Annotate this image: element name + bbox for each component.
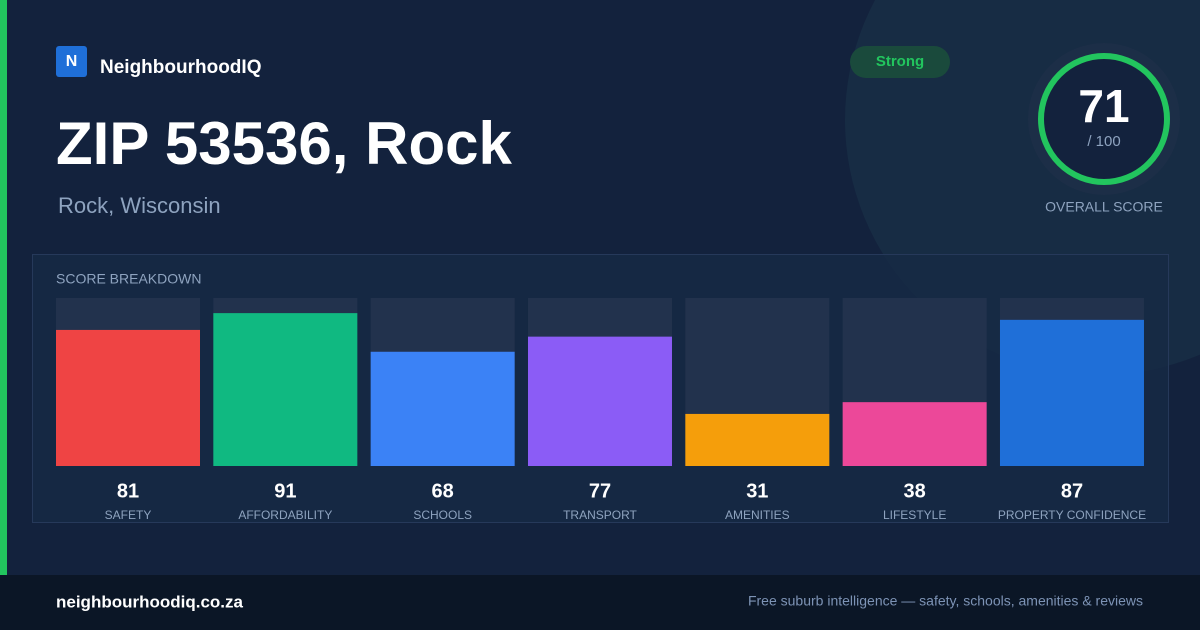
brand-name: NeighbourhoodIQ [100,57,261,78]
footer [0,575,1200,630]
category-label: LIFESTYLE [883,508,946,522]
bars: 81 SAFETY 91 AFFORDABILITY 68 SCHOOLS 77 TRANSP… [56,298,1146,522]
bar [842,402,987,466]
title: ZIP 53536, Rock [56,110,512,177]
logo-letter: N [66,53,78,70]
value-label: 77 [589,480,611,502]
value-label: 31 [746,480,768,502]
category-label: AMENITIES [725,508,790,522]
score-ring [1038,53,1170,185]
bar [999,319,1144,466]
category-label: PROPERTY CONFIDENCE [998,508,1146,522]
bar [213,313,358,466]
value-label: 87 [1061,480,1083,502]
bar [56,329,200,466]
accent-stripe [0,0,7,575]
category-label: SAFETY [105,508,152,522]
category-label: TRANSPORT [563,508,637,522]
value-label: 68 [432,480,454,502]
chart-title: SCORE BREAKDOWN [56,271,201,287]
score-value: 71 [1078,80,1129,132]
badge-text: Strong [876,53,924,70]
bar [370,351,515,466]
value-label: 91 [274,480,296,502]
score-out-of: / 100 [1087,133,1120,150]
bar [527,336,672,466]
badge [850,46,950,78]
value-label: 38 [904,480,926,502]
category-label: SCHOOLS [413,508,472,522]
subtitle: Rock, Wisconsin [58,193,221,218]
value-label: 81 [117,480,139,502]
footer-tagline: Free suburb intelligence — safety, schoo… [748,593,1143,609]
logo [56,46,87,77]
score-label: OVERALL SCORE [1045,199,1163,215]
category-label: AFFORDABILITY [238,508,332,522]
bar [685,413,830,466]
footer-site: neighbourhoodiq.co.za [56,592,244,611]
